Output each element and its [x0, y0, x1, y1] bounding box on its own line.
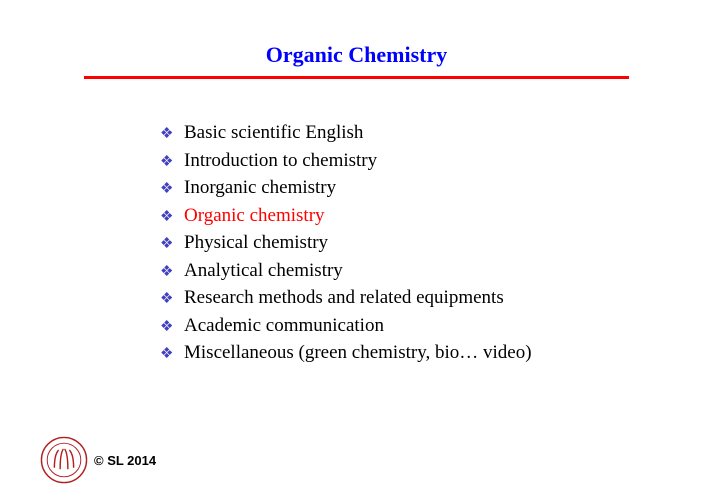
list-item: ❖ Basic scientific English: [160, 119, 713, 147]
list-item: ❖ Miscellaneous (green chemistry, bio… v…: [160, 339, 713, 367]
list-item: ❖ Inorganic chemistry: [160, 174, 713, 202]
list-item-label: Organic chemistry: [184, 202, 325, 230]
list-item: ❖ Research methods and related equipment…: [160, 284, 713, 312]
diamond-bullet-icon: ❖: [160, 234, 176, 256]
list-item-label: Basic scientific English: [184, 119, 363, 147]
university-seal-icon: [40, 436, 88, 484]
list-item: ❖ Analytical chemistry: [160, 257, 713, 285]
title-underline: [84, 76, 629, 79]
diamond-bullet-icon: ❖: [160, 179, 176, 201]
diamond-bullet-icon: ❖: [160, 152, 176, 174]
list-item-label: Miscellaneous (green chemistry, bio… vid…: [184, 339, 532, 367]
title-area: Organic Chemistry: [0, 0, 713, 68]
list-item: ❖ Physical chemistry: [160, 229, 713, 257]
diamond-bullet-icon: ❖: [160, 207, 176, 229]
diamond-bullet-icon: ❖: [160, 344, 176, 366]
list-item-active: ❖ Organic chemistry: [160, 202, 713, 230]
diamond-bullet-icon: ❖: [160, 317, 176, 339]
diamond-bullet-icon: ❖: [160, 262, 176, 284]
list-item-label: Analytical chemistry: [184, 257, 343, 285]
list-item: ❖ Academic communication: [160, 312, 713, 340]
list-item-label: Academic communication: [184, 312, 384, 340]
topic-list: ❖ Basic scientific English ❖ Introductio…: [160, 119, 713, 367]
diamond-bullet-icon: ❖: [160, 289, 176, 311]
slide-title: Organic Chemistry: [266, 42, 447, 67]
list-item-label: Introduction to chemistry: [184, 147, 377, 175]
footer: © SL 2014: [40, 436, 156, 484]
copyright-text: © SL 2014: [94, 453, 156, 468]
list-item-label: Research methods and related equipments: [184, 284, 504, 312]
list-item: ❖ Introduction to chemistry: [160, 147, 713, 175]
list-item-label: Inorganic chemistry: [184, 174, 336, 202]
diamond-bullet-icon: ❖: [160, 124, 176, 146]
list-item-label: Physical chemistry: [184, 229, 328, 257]
